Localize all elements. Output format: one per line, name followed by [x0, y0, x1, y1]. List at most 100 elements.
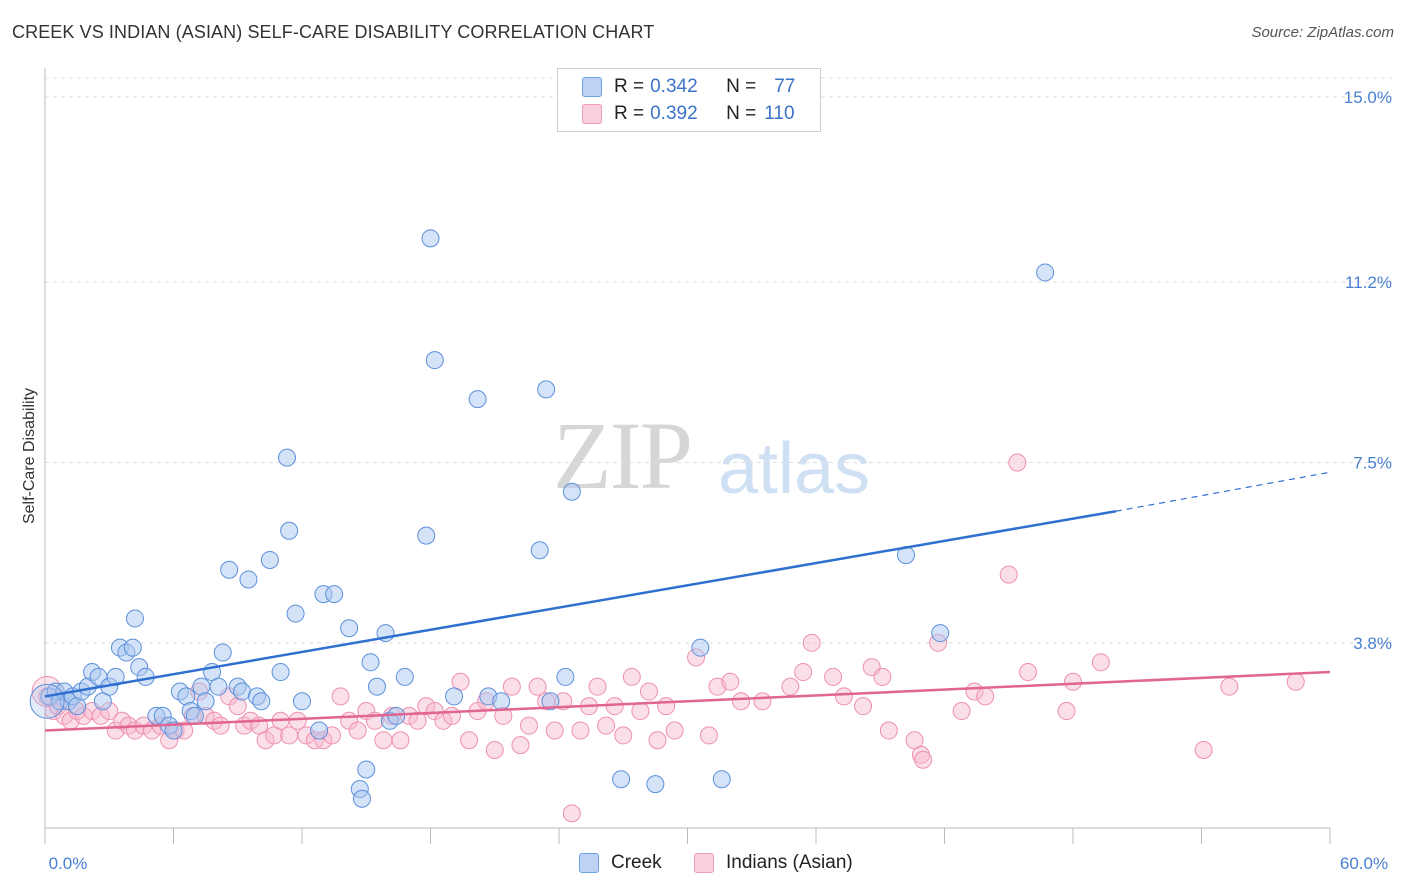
indians-point — [417, 697, 436, 716]
creek-point — [357, 760, 376, 779]
creek-point — [1036, 263, 1055, 282]
indians-point — [721, 672, 740, 691]
indians-point — [631, 702, 650, 721]
indians-point — [460, 731, 479, 750]
creek-point — [185, 706, 204, 725]
legend-r-label: R = — [614, 76, 645, 97]
legend-row-indians: R = 0.392 N = 110 — [582, 102, 795, 126]
creek-point — [646, 775, 665, 794]
indians-point — [1019, 663, 1038, 682]
indians-point — [999, 565, 1018, 584]
grid-lines — [45, 77, 1392, 644]
y-tick-label: 3.8% — [1353, 634, 1392, 653]
indians-point — [1286, 672, 1305, 691]
creek-point — [220, 560, 239, 579]
bottom-legend-indians: Indians (Asian) — [694, 852, 853, 874]
legend-swatch-creek — [582, 77, 602, 97]
creek-point — [468, 390, 487, 409]
y-tick-label: 15.0% — [1344, 88, 1392, 107]
indians-point — [391, 731, 410, 750]
indians-point — [280, 726, 299, 745]
creek-point — [125, 609, 144, 628]
creek-point — [367, 677, 386, 696]
creek-point — [421, 229, 440, 248]
creek-point — [445, 687, 464, 706]
bottom-legend-creek-label: Creek — [611, 852, 662, 873]
indians-point — [211, 716, 230, 735]
legend-n-value: 110 — [764, 103, 795, 124]
indians-point — [597, 716, 616, 735]
indians-point — [485, 741, 504, 760]
indians-point — [442, 706, 461, 725]
creek-point — [213, 643, 232, 662]
creek-point — [233, 682, 252, 701]
bottom-legend: Creek Indians (Asian) — [0, 852, 1406, 878]
legend-r-label: R = — [614, 103, 645, 124]
y-tick-label: 11.2% — [1345, 273, 1392, 292]
indians-point — [732, 692, 751, 711]
creek-point — [562, 482, 581, 501]
creek-point-cluster — [29, 683, 65, 719]
indians-point — [408, 711, 427, 730]
indians-point — [374, 731, 393, 750]
indians-point — [699, 726, 718, 745]
legend-swatch-indians — [582, 104, 602, 124]
creek-trend-line — [44, 510, 1117, 698]
legend-n-label: N = — [726, 103, 757, 124]
creek-point — [425, 351, 444, 370]
creek-point — [123, 638, 142, 657]
chart-source: Source: ZipAtlas.com — [1251, 24, 1394, 41]
creek-point — [293, 692, 311, 711]
indians-point — [914, 750, 933, 769]
creek-point — [352, 789, 371, 808]
legend-n-label: N = — [726, 76, 757, 97]
indians-point — [331, 687, 350, 706]
creek-point — [209, 677, 228, 696]
indians-point — [854, 697, 873, 716]
creek-point — [196, 692, 215, 711]
y-tick-label: 7.5% — [1353, 454, 1392, 473]
indians-point — [879, 721, 898, 740]
x-tick-label-max: 60.0% — [1340, 854, 1388, 873]
bottom-swatch-indians — [694, 853, 714, 873]
creek-point — [260, 550, 279, 569]
indians-point — [781, 677, 800, 696]
indians-point — [256, 731, 275, 750]
legend-row-creek: R = 0.342 N = 77 — [582, 75, 795, 99]
indians-point — [528, 677, 547, 696]
creek-point — [164, 721, 183, 740]
creek-point — [712, 770, 731, 789]
watermark-atlas: atlas — [718, 429, 871, 509]
indians-point — [873, 667, 892, 686]
creek-point — [325, 585, 344, 604]
indians-point — [348, 721, 367, 740]
creek-points — [29, 229, 1055, 808]
indians-point — [588, 677, 607, 696]
creek-point — [492, 692, 511, 711]
indians-point — [520, 716, 539, 735]
indians-point — [1057, 702, 1076, 721]
indians-point — [1194, 741, 1213, 760]
indians-point — [657, 697, 676, 716]
creek-point — [612, 770, 631, 789]
y-axis-label: Self-Care Disability — [21, 388, 38, 524]
indians-point — [622, 667, 641, 686]
indians-points — [31, 453, 1305, 823]
legend-r-value: 0.392 — [650, 103, 698, 124]
indians-point — [1008, 453, 1027, 472]
creek-point — [286, 604, 305, 623]
indians-point — [562, 804, 581, 823]
indians-point — [639, 682, 658, 701]
creek-point — [556, 667, 575, 686]
indians-trend-line — [44, 670, 1331, 732]
creek-point — [271, 663, 290, 682]
creek-point — [239, 570, 258, 589]
indians-point — [1064, 672, 1082, 691]
legend-n-value: 77 — [774, 76, 796, 97]
tick-labels: 3.8% 7.5% 11.2% 15.0% 0.0% 60.0% — [49, 88, 1392, 873]
indians-point — [1091, 653, 1110, 672]
creek-point — [395, 667, 414, 686]
indians-point — [545, 721, 564, 740]
indians-point — [824, 667, 843, 686]
